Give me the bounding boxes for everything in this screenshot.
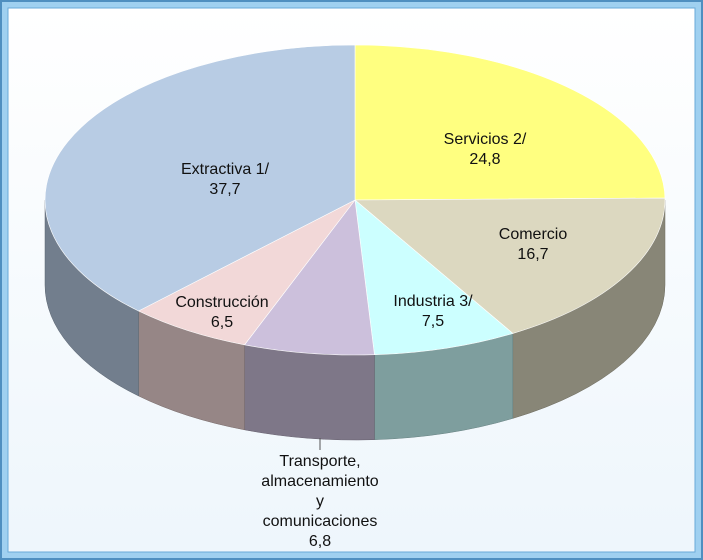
slice-label: Transporte, almacenamiento y comunicaciones: [261, 453, 379, 530]
slice: [44, 44, 356, 312]
labels: Servicios 2/24,8 Comercio 16,7 Industria 3/…: [175, 131, 567, 550]
value-label: 7,5: [422, 313, 444, 330]
slice: [137, 199, 356, 346]
slice-label: Construcción: [175, 294, 268, 311]
value-label: 24,8: [469, 151, 500, 168]
slice: [354, 199, 514, 356]
value-label: 16,7: [517, 246, 548, 263]
slice: [354, 44, 666, 201]
pie-sides: [44, 199, 666, 441]
slice-label: Extractiva 1/: [181, 161, 270, 178]
value-label: 6,5: [211, 314, 233, 331]
slice-label: Industria 3/: [393, 293, 473, 310]
slice-label: Comercio: [499, 226, 568, 243]
slice: [354, 197, 666, 334]
slice-label: Servicios 2/: [444, 131, 527, 148]
slice: [243, 199, 375, 356]
value-label: 37,7: [209, 181, 240, 198]
slice-side: [244, 344, 375, 441]
value-label: 6,8: [309, 533, 331, 550]
pie-tops: [44, 44, 666, 356]
